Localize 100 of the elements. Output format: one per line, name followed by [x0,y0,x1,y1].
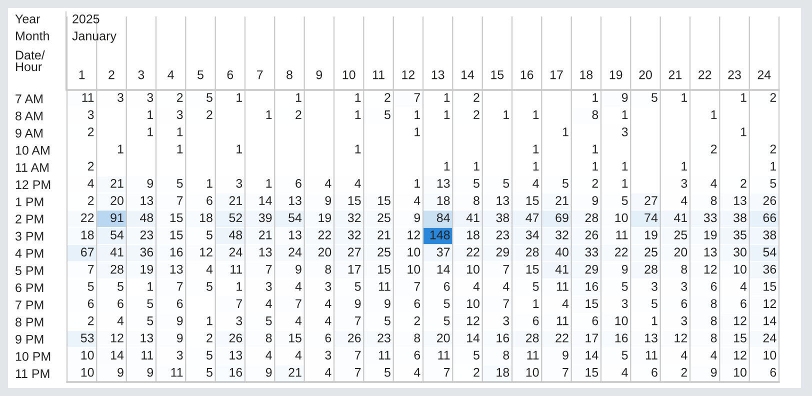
data-label: 15 [586,299,598,308]
data-label: 7 [266,264,272,274]
data-label: 5 [206,93,212,102]
data-label: 4 [354,179,361,188]
data-label: 11 [82,93,94,102]
x-tick-label: 9 [316,70,322,80]
chart-title: 2025 [72,14,100,24]
x-tick-label: 19 [610,70,622,80]
data-label: 1 [177,144,183,154]
data-label: 1 [266,179,272,188]
data-label: 74 [644,213,658,222]
data-label: 11 [556,282,568,291]
data-label: 1 [711,110,717,119]
data-label: 4 [295,282,302,291]
data-label: 4 [680,350,688,360]
data-label: 3 [681,178,688,188]
data-label: 47 [526,213,539,222]
data-label: 13 [230,350,242,360]
data-label: 9 [176,334,183,342]
data-label: 4 [295,350,302,360]
data-label: 9 [296,264,302,274]
data-label: 11 [556,316,568,326]
data-label: 15 [170,213,183,222]
data-label: 7 [88,264,94,274]
data-label: 5 [444,299,450,308]
data-label: 7 [176,196,183,205]
data-label: 4 [266,299,272,308]
data-label: 10 [615,213,628,222]
data-label: 2 [474,110,480,119]
data-label: 10 [734,264,746,274]
data-label: 12 [674,334,687,342]
x-tick-label: 12 [402,70,414,80]
data-label: 54 [763,248,776,257]
data-label: 29 [496,248,510,257]
data-label: 1 [236,144,242,154]
data-label: 1 [414,110,420,119]
data-label: 1 [622,110,628,119]
data-label: 20 [318,248,332,257]
data-label: 1 [236,93,242,102]
x-tick-label: 24 [758,70,771,80]
data-label: 2 [770,144,776,154]
data-label: 36 [140,248,154,257]
text: Date/ Hour [16,50,45,72]
data-label: 22 [615,248,628,256]
x-tick-label: 16 [520,70,534,80]
data-label: 9 [622,93,628,102]
data-label: 41 [674,213,688,222]
data-label: 15 [764,282,776,291]
data-label: 25 [378,213,390,222]
chart-subtitle: January [72,32,116,43]
data-label: 1 [533,110,539,119]
data-label: 33 [704,213,717,222]
data-label: 11 [616,230,628,240]
data-label: 7 [503,299,509,308]
data-label: 15 [378,264,390,274]
data-label: 10 [408,264,420,274]
data-label: 5 [384,368,390,377]
data-label: 69 [556,213,568,222]
data-label: 13 [140,196,154,206]
data-label: 9 [176,316,183,326]
data-label: 11 [142,350,154,360]
data-label: 1 [148,110,154,119]
y-tick-label: 7 AM [16,94,42,104]
data-label: 5 [206,368,212,377]
data-label: 13 [289,230,302,240]
data-label: 26 [348,334,361,342]
data-label: 35 [734,230,746,240]
data-label: 3 [147,93,154,102]
data-label: 9 [592,196,598,206]
x-tick-label: 7 [257,70,263,80]
y-tick-label: 3 PM [15,232,44,241]
data-label: 19 [645,230,658,240]
data-label: 91 [110,213,124,222]
data-label: 19 [318,213,332,222]
data-label: 10 [81,350,94,360]
data-label: 7 [236,299,242,308]
data-label: 9 [622,264,628,274]
y-tick-label: 9 PM [16,334,44,344]
data-label: 13 [734,196,746,206]
data-label: 23 [140,230,154,240]
data-label: 7 [176,282,183,291]
data-label: 15 [526,264,539,274]
data-label: 6 [176,299,183,308]
data-label: 15 [378,196,390,206]
data-label: 21 [556,196,568,205]
data-label: 5 [206,282,212,291]
data-label: 52 [229,213,242,222]
x-tick-label: 13 [432,70,444,80]
data-label: 22 [318,230,331,240]
data-label: 2 [206,110,212,119]
data-label: 148 [430,230,450,240]
data-label: 9 [147,368,154,377]
data-label: 14 [764,316,776,326]
data-label: 11 [378,350,390,360]
data-label: 7 [354,350,361,360]
data-label: 14 [437,264,450,274]
data-label: 15 [586,368,598,377]
data-label: 25 [674,230,688,240]
data-label: 8 [710,196,717,206]
data-label: 38 [496,213,510,222]
